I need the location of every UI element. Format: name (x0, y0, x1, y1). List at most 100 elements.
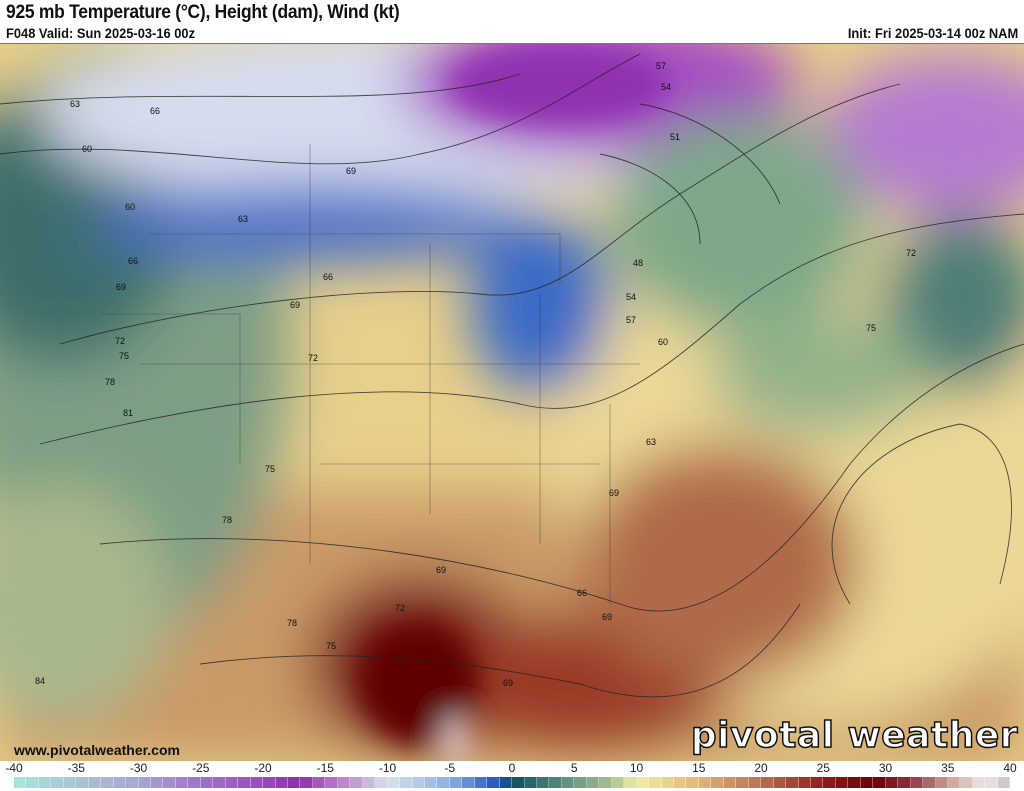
colorbar-cell (947, 777, 961, 788)
colorbar-tick-label: -10 (378, 761, 397, 775)
colorbar-cell (885, 777, 899, 788)
colorbar-tick-label: -20 (254, 761, 272, 775)
contour-label: 57 (626, 315, 636, 325)
colorbar-cell (898, 777, 911, 788)
contour-label: 63 (238, 214, 248, 224)
colorbar-cell (138, 777, 151, 788)
colorbar-cell (200, 777, 214, 788)
height-contours (0, 53, 1024, 698)
colorbar-cell (561, 777, 575, 788)
colorbar-cell (798, 777, 811, 788)
colorbar-cell (985, 777, 998, 788)
colorbar-cell (63, 777, 77, 788)
colorbar-cell (263, 777, 276, 788)
contour-label: 63 (70, 99, 80, 109)
contour-label: 63 (646, 437, 656, 447)
contour-label: 81 (123, 408, 133, 418)
contour-label: 75 (326, 641, 336, 651)
colorbar-cell (574, 777, 587, 788)
contour-label: 60 (658, 337, 668, 347)
contour-label: 75 (265, 464, 275, 474)
contour-label: 75 (119, 351, 129, 361)
colorbar-cell (337, 777, 351, 788)
colorbar-cell (400, 777, 413, 788)
contour-labels: 63 66 60 60 63 66 69 69 66 69 72 75 78 8… (35, 61, 916, 688)
colorbar-cell (649, 777, 662, 788)
colorbar-tick-label: -30 (129, 761, 148, 775)
colorbar-tick-label: 20 (754, 761, 768, 775)
colorbar-cell (462, 777, 475, 788)
contour-label: 75 (866, 323, 876, 333)
colorbar-cell (972, 777, 986, 788)
colorbar-cell (113, 777, 127, 788)
colorbar-cell (14, 777, 27, 788)
contour-label: 84 (35, 676, 45, 686)
colorbar-cell (312, 777, 326, 788)
colorbar-tick-label: -5 (444, 761, 456, 775)
brand-watermark: pivotal weather (690, 714, 1018, 757)
colorbar-cell (76, 777, 89, 788)
colorbar-tick-label: 25 (816, 761, 830, 775)
colorbar-cell (997, 777, 1011, 788)
website-link[interactable]: www.pivotalweather.com (14, 742, 180, 758)
state-borders (100, 144, 640, 604)
contour-label: 66 (323, 272, 333, 282)
colorbar-cell (611, 777, 625, 788)
colorbar-tick-label: -15 (316, 761, 334, 775)
colorbar-cell (38, 777, 52, 788)
colorbar-cell (524, 777, 538, 788)
contour-label: 54 (626, 292, 636, 302)
contour-label: 78 (222, 515, 232, 525)
colorbar-cell (101, 777, 114, 788)
contour-label: 69 (290, 300, 300, 310)
colorbar-cell (586, 777, 600, 788)
colorbar-cell (661, 777, 675, 788)
colorbar-cell (686, 777, 699, 788)
colorbar-cell (350, 777, 363, 788)
valid-time: F048 Valid: Sun 2025-03-16 00z (6, 25, 196, 41)
colorbar-cell (51, 777, 64, 788)
contour-label: 69 (346, 166, 356, 176)
contour-label: 78 (105, 377, 115, 387)
colorbar-tick-labels: -40 -35 -30 -25 -20 -15 -10 -5 0 5 10 15 20 25 30 35 40 (0, 761, 1024, 775)
colorbar-cell (860, 777, 874, 788)
contour-label: 69 (503, 678, 513, 688)
colorbar-cell (960, 777, 973, 788)
colorbar-cell (325, 777, 338, 788)
colorbar-tick-label: 40 (1003, 761, 1017, 775)
contour-label: 60 (82, 144, 92, 154)
contour-label: 72 (308, 353, 318, 363)
colorbar-cell (537, 777, 550, 788)
init-time: Init: Fri 2025-03-14 00z NAM (847, 25, 1018, 41)
colorbar-cell (163, 777, 176, 788)
temperature-field: 63 66 60 60 63 66 69 69 66 69 72 75 78 8… (0, 44, 1024, 761)
colorbar-cell (437, 777, 450, 788)
colorbar-tick-label: -35 (67, 761, 85, 775)
colorbar (14, 777, 1011, 788)
colorbar-cell (848, 777, 861, 788)
colorbar-cell (761, 777, 774, 788)
colorbar-cell (362, 777, 376, 788)
colorbar-tick-label: 10 (629, 761, 644, 775)
colorbar-cell (287, 777, 301, 788)
colorbar-cell (175, 777, 189, 788)
contour-label: 78 (287, 618, 297, 628)
map-title: 925 mb Temperature (°C), Height (dam), W… (6, 2, 400, 23)
colorbar-cell (474, 777, 488, 788)
colorbar-cell (549, 777, 562, 788)
colorbar-cell (26, 777, 39, 788)
contour-label: 69 (116, 282, 126, 292)
colorbar-tick-label: 30 (878, 761, 893, 775)
colorbar-cell (238, 777, 251, 788)
colorbar-cell (150, 777, 164, 788)
colorbar-cell (748, 777, 762, 788)
colorbar-cell (923, 777, 936, 788)
contour-label: 69 (436, 565, 446, 575)
colorbar-cell (674, 777, 687, 788)
colorbar-cell (300, 777, 313, 788)
colorbar-tick-label: 35 (941, 761, 955, 775)
colorbar-cell (873, 777, 886, 788)
colorbar-cell (126, 777, 139, 788)
weather-map[interactable]: 63 66 60 60 63 66 69 69 66 69 72 75 78 8… (0, 43, 1024, 761)
colorbar-cell (250, 777, 264, 788)
